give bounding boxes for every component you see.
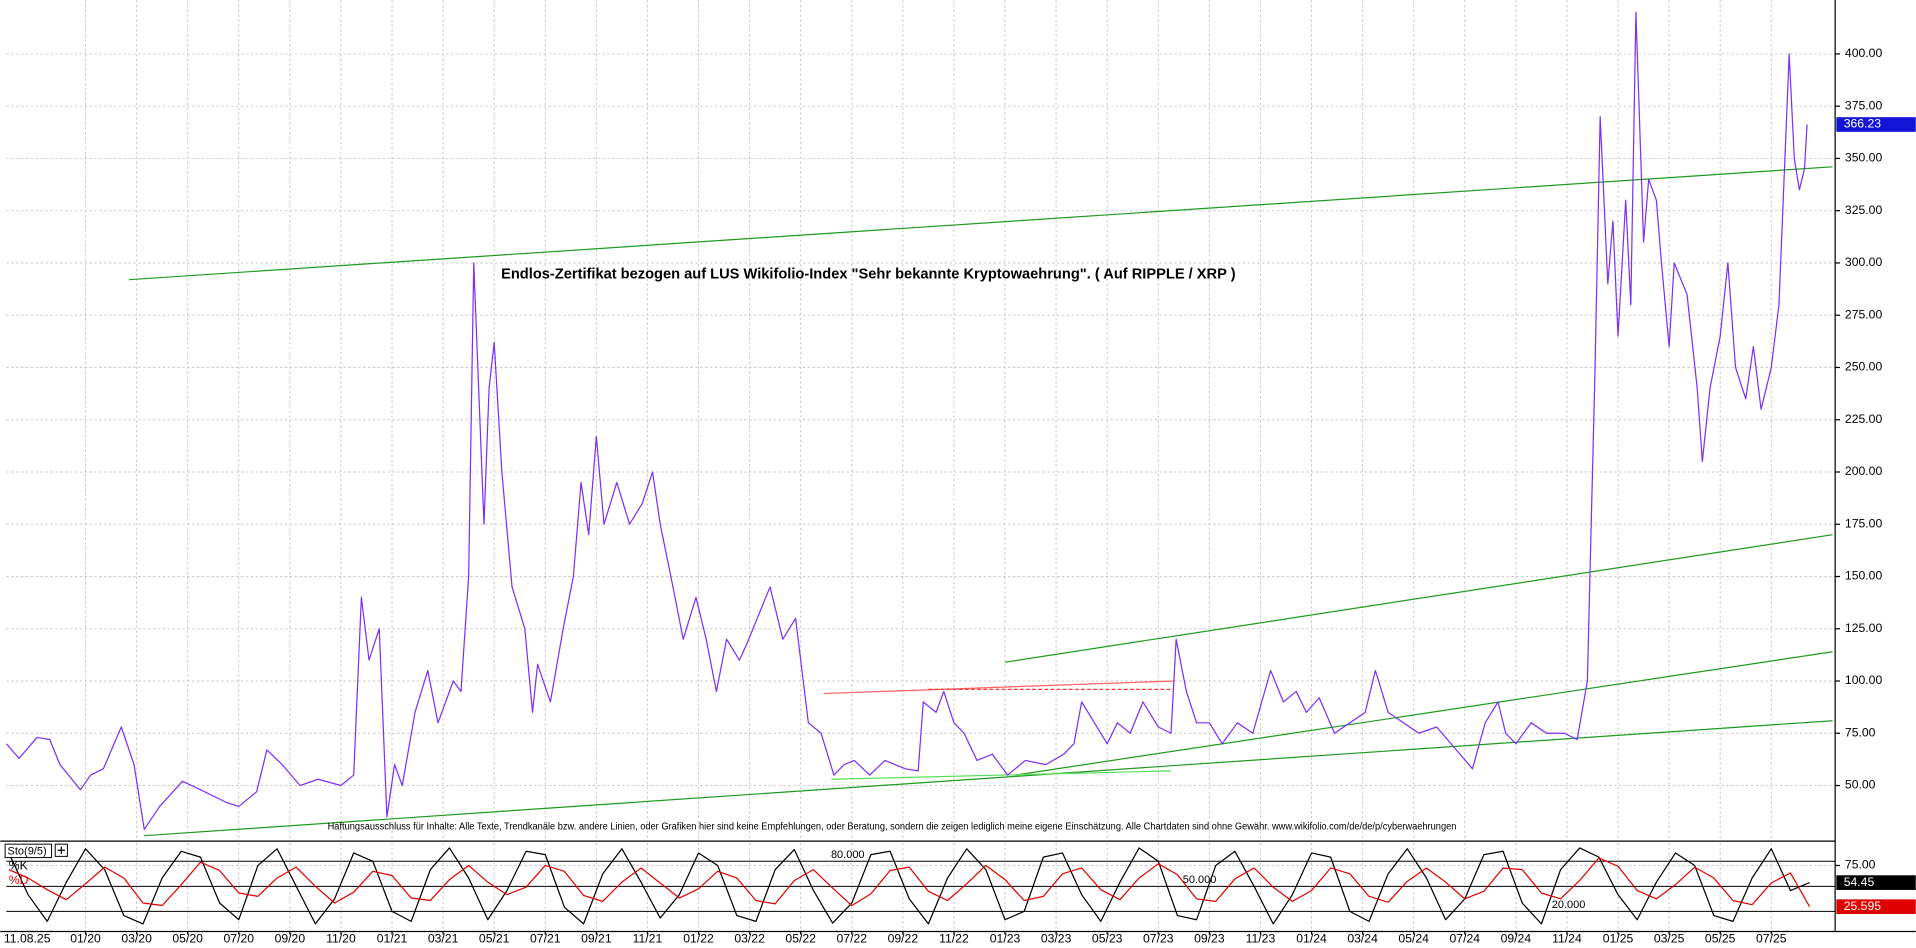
x-tick-label: 05/23 (1092, 932, 1123, 946)
indicator-box (4, 843, 53, 859)
x-tick-label: 03/20 (121, 932, 152, 946)
level-label: 50.000 (1183, 874, 1217, 886)
expand-icon (57, 846, 65, 854)
x-tick-label: 09/23 (1194, 932, 1225, 946)
y-tick-label: 50.00 (1845, 778, 1876, 792)
trend-line (128, 166, 1833, 281)
y-tick-label: 250.00 (1845, 360, 1883, 374)
x-tick-label: 11/21 (633, 932, 663, 946)
last-value-label: 54.45 (1844, 875, 1875, 889)
y-tick-label: 150.00 (1845, 569, 1883, 583)
x-tick-label: 05/24 (1398, 932, 1429, 946)
x-tick-label: 01/22 (683, 932, 714, 946)
last-value-label: 366.23 (1844, 117, 1882, 131)
x-tick-label: 05/25 (1705, 932, 1736, 946)
legend-label: %K (9, 858, 28, 872)
marks (5, 11, 1833, 925)
x-tick-label: 01/25 (1603, 932, 1634, 946)
x-tick-label: 03/22 (734, 932, 765, 946)
x-tick-label: 09/20 (275, 932, 306, 946)
x-tick-label: 07/21 (530, 932, 561, 946)
x-tick-label: 07/24 (1450, 932, 1481, 946)
x-tick-label: 03/25 (1654, 932, 1685, 946)
x-tick-label: 01/20 (70, 932, 101, 946)
y-tick-label: 225.00 (1845, 412, 1883, 426)
x-tick-label: 03/24 (1347, 932, 1378, 946)
x-tick-label: 01/21 (377, 932, 408, 946)
trend-line (1004, 534, 1833, 663)
x-tick-label: 07/25 (1756, 932, 1787, 946)
last-value-box (1836, 899, 1916, 915)
level-label: 80.000 (831, 849, 865, 861)
trend-line (831, 770, 1172, 780)
x-tick-label: 11/24 (1552, 932, 1582, 946)
last-value-label: 25.595 (1844, 899, 1882, 913)
x-tick-label: 09/21 (581, 932, 612, 946)
x-tick-label: 07/20 (223, 932, 254, 946)
y-tick-label: 275.00 (1845, 307, 1883, 321)
trend-line (1015, 651, 1833, 776)
x-tick-label: 01/23 (990, 932, 1021, 946)
last-value-box (1836, 117, 1916, 132)
price-line (5, 11, 1808, 831)
x-tick-label: 11/20 (326, 932, 356, 946)
x-tick-label: 05/20 (172, 932, 203, 946)
y-tick-label: 300.00 (1845, 255, 1883, 269)
x-tick-label: 05/21 (479, 932, 510, 946)
y-tick-label: 175.00 (1845, 516, 1883, 530)
trend-line (144, 720, 1833, 837)
x-tick-label: 11/22 (939, 932, 969, 946)
y-tick-label: 100.00 (1845, 673, 1883, 687)
x-tick-label: 03/21 (428, 932, 459, 946)
level-label: 20.000 (1552, 899, 1586, 911)
x-tick-label: 09/24 (1501, 932, 1532, 946)
trend-line (823, 680, 1174, 695)
y-tick-label: 400.00 (1845, 46, 1883, 60)
y-tick-label: 200.00 (1845, 464, 1883, 478)
y-tick-label: 75.00 (1845, 858, 1876, 872)
x-tick-label: 05/22 (785, 932, 816, 946)
x-tick-label: 09/22 (888, 932, 919, 946)
last-value-box (1836, 875, 1916, 890)
indicator-title: Sto(9/5) (8, 845, 47, 857)
y-tick-label: 375.00 (1845, 98, 1883, 112)
labels: 01/20 03/20 05/20 07/20 09/20 11/20 01/21 03/21… (9, 46, 1916, 946)
x-tick-label: 01/24 (1296, 932, 1327, 946)
chart-title: Endlos-Zertifikat bezogen auf LUS Wikifo… (501, 267, 1236, 283)
x-tick-label: 07/23 (1143, 932, 1174, 946)
date-label: 11.08.25 (4, 932, 51, 946)
y-tick-label: 325.00 (1845, 203, 1883, 217)
y-tick-label: 125.00 (1845, 621, 1883, 635)
disclaimer: Haftungsausschluss für Inhalte: Alle Tex… (328, 822, 1457, 833)
x-tick-label: 03/23 (1041, 932, 1072, 946)
x-tick-label: 11/23 (1246, 932, 1276, 946)
legend-label: %D (9, 873, 29, 887)
x-tick-label: 07/22 (837, 932, 868, 946)
y-tick-label: 350.00 (1845, 151, 1883, 165)
series-line (8, 857, 1811, 907)
y-tick-label: 75.00 (1845, 725, 1876, 739)
